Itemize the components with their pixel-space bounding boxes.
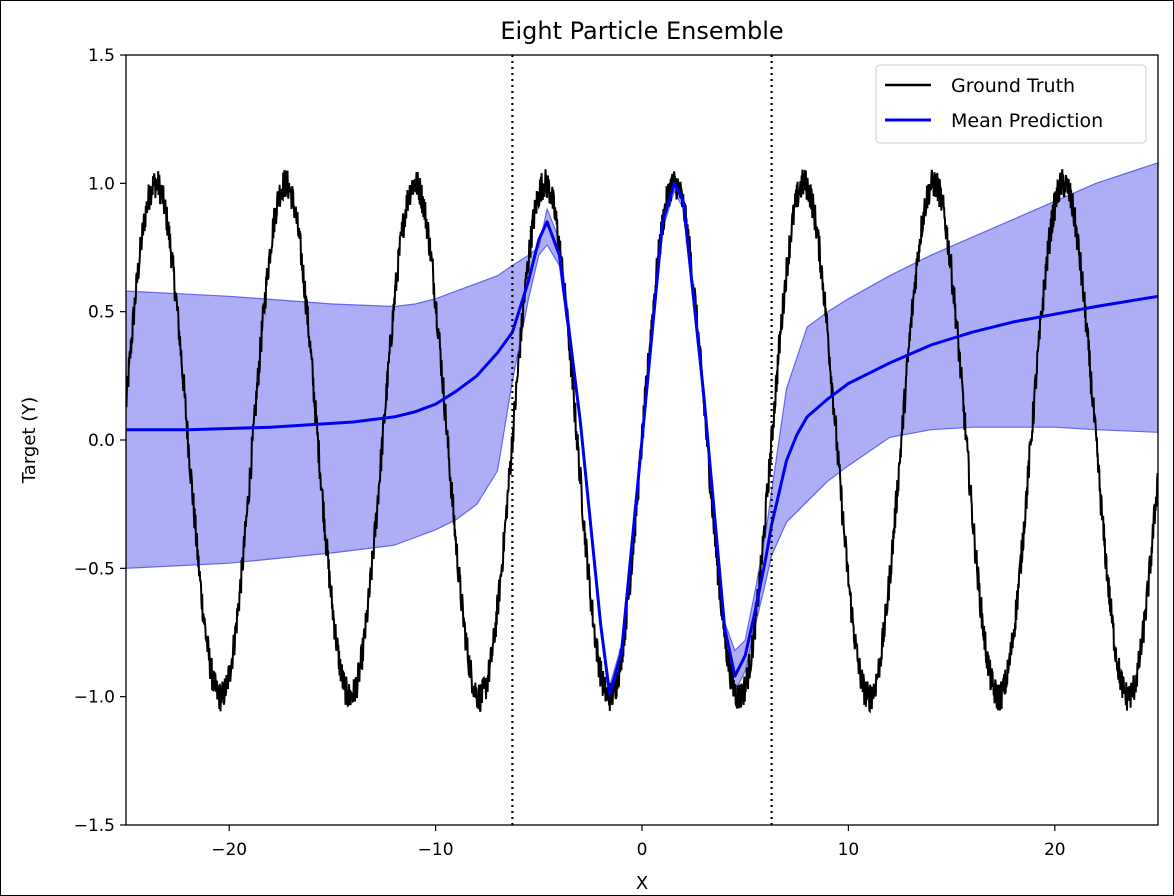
legend-label-mean-prediction: Mean Prediction [951,110,1103,132]
y-tick-label: 1.5 [88,46,115,66]
plot-area [126,55,1158,825]
x-tick-label: 10 [838,840,860,860]
y-tick-label: −0.5 [74,559,115,579]
legend: Ground Truth Mean Prediction [875,64,1147,144]
y-tick-label: −1.5 [74,816,115,836]
x-axis: −20 −10 0 10 20 [211,825,1066,860]
x-axis-label: X [636,873,648,894]
series-mean-prediction-line [126,181,1158,696]
y-tick-label: 0.5 [88,303,115,323]
x-tick-label: 20 [1044,840,1066,860]
y-tick-label: −1.0 [74,688,115,708]
x-tick-label: −20 [211,840,247,860]
legend-label-ground-truth: Ground Truth [951,75,1075,97]
y-axis-label: Target (Y) [19,397,40,484]
x-tick-label: 0 [637,840,648,860]
x-tick-label: −10 [418,840,454,860]
y-tick-label: 0.0 [88,431,115,451]
y-tick-label: 1.0 [88,174,115,194]
chart-title: Eight Particle Ensemble [500,17,783,45]
y-axis: −1.5 −1.0 −0.5 0.0 0.5 1.0 1.5 [74,46,126,836]
legend-box [875,64,1147,144]
